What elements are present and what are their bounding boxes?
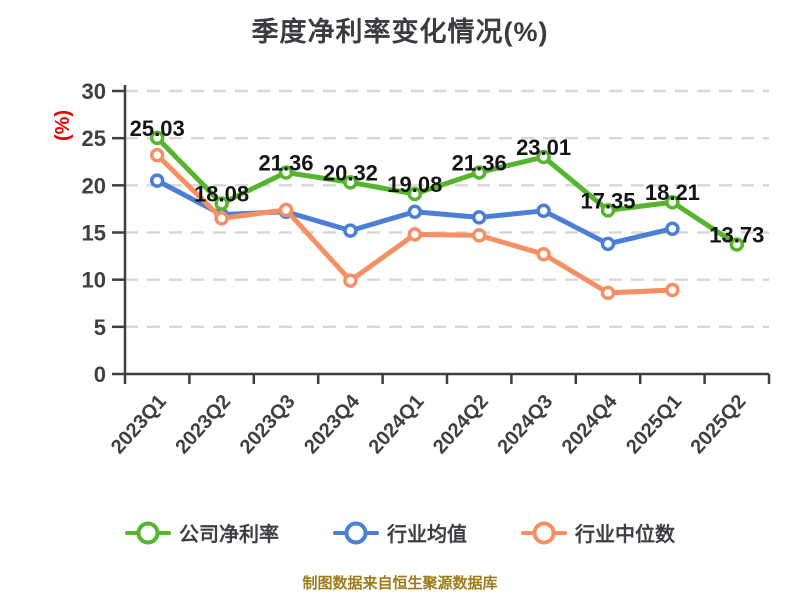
- data-point-industry-avg: [600, 236, 616, 252]
- legend-dot-industry-avg: [344, 521, 368, 544]
- data-point-industry-avg: [343, 223, 358, 238]
- x-tick-label: 2023Q2: [171, 391, 235, 459]
- data-point-industry-median: [407, 227, 423, 242]
- x-tick-label: 2024Q3: [493, 391, 557, 459]
- data-point-industry-median: [536, 246, 551, 262]
- data-point-company: [536, 149, 551, 165]
- data-label-company: 20.32: [323, 160, 378, 185]
- legend-dot-industry-median: [532, 521, 556, 544]
- x-tick-label: 2023Q3: [236, 391, 300, 459]
- data-point-industry-median: [149, 147, 165, 163]
- legend-marker-industry-median: [521, 521, 567, 544]
- data-point-industry-median: [278, 202, 294, 218]
- legend-item-industry-avg[interactable]: 行业均值: [333, 518, 467, 547]
- data-label-company: 19.08: [387, 172, 442, 197]
- data-point-company: [214, 196, 229, 211]
- legend-label-industry-median: 行业中位数: [575, 524, 675, 546]
- data-label-company: 21.36: [258, 151, 313, 176]
- x-tick-label: 2025Q1: [622, 391, 686, 459]
- y-tick-label: 15: [82, 221, 106, 246]
- data-label-company: 21.36: [452, 151, 507, 176]
- data-label-company: 13.73: [709, 222, 764, 247]
- data-point-company: [407, 186, 423, 202]
- y-tick-label: 10: [82, 268, 106, 293]
- y-tick-label: 20: [82, 173, 106, 198]
- legend-marker-industry-avg: [333, 521, 379, 544]
- data-label-company: 17.35: [580, 188, 635, 213]
- series-line-company: [154, 135, 740, 247]
- legend-label-company: 公司净利率: [179, 524, 279, 546]
- data-point-industry-median: [665, 282, 680, 298]
- data-point-industry-avg: [665, 221, 680, 236]
- x-tick-label: 2025Q2: [687, 391, 751, 459]
- data-point-company: [149, 130, 165, 146]
- data-point-company: [729, 237, 745, 252]
- data-point-industry-median: [214, 211, 229, 226]
- legend-item-company[interactable]: 公司净利率: [125, 518, 279, 547]
- y-tick-label: 25: [82, 126, 106, 151]
- chart-title: 季度净利率变化情况(%): [251, 17, 549, 47]
- data-point-industry-avg: [536, 203, 551, 219]
- legend-marker-company: [125, 521, 171, 544]
- data-point-industry-avg: [407, 204, 423, 219]
- legend-dot-company: [136, 521, 160, 544]
- data-point-industry-median: [343, 273, 358, 288]
- legend-label-industry-avg: 行业均值: [387, 524, 467, 546]
- data-point-industry-avg: [149, 173, 165, 188]
- data-point-company: [278, 165, 294, 180]
- source-caption: 制图数据来自恒生聚源数据库: [302, 575, 498, 592]
- data-point-industry-median: [600, 285, 616, 301]
- x-tick-label: 2024Q2: [429, 391, 493, 459]
- data-point-industry-avg: [471, 210, 487, 225]
- x-tick-label: 2023Q4: [300, 390, 365, 458]
- data-point-company: [665, 194, 680, 210]
- y-tick-label: 0: [94, 362, 106, 387]
- data-label-company: 25.03: [130, 116, 185, 141]
- x-tick-label: 2023Q1: [107, 391, 171, 459]
- y-tick-label: 5: [94, 315, 106, 340]
- x-tick-label: 2024Q1: [365, 391, 429, 459]
- data-point-industry-median: [471, 228, 487, 243]
- legend-item-industry-median[interactable]: 行业中位数: [521, 518, 675, 547]
- chart-legend: 公司净利率 行业均值 行业中位数: [0, 518, 800, 547]
- y-tick-label: 30: [82, 79, 106, 104]
- data-label-company: 18.21: [645, 180, 700, 205]
- data-label-company: 18.08: [194, 181, 249, 206]
- data-point-company: [600, 203, 616, 218]
- data-label-company: 23.01: [516, 135, 571, 160]
- x-tick-label: 2024Q4: [558, 390, 623, 458]
- data-point-company: [471, 165, 487, 180]
- data-point-company: [343, 175, 358, 190]
